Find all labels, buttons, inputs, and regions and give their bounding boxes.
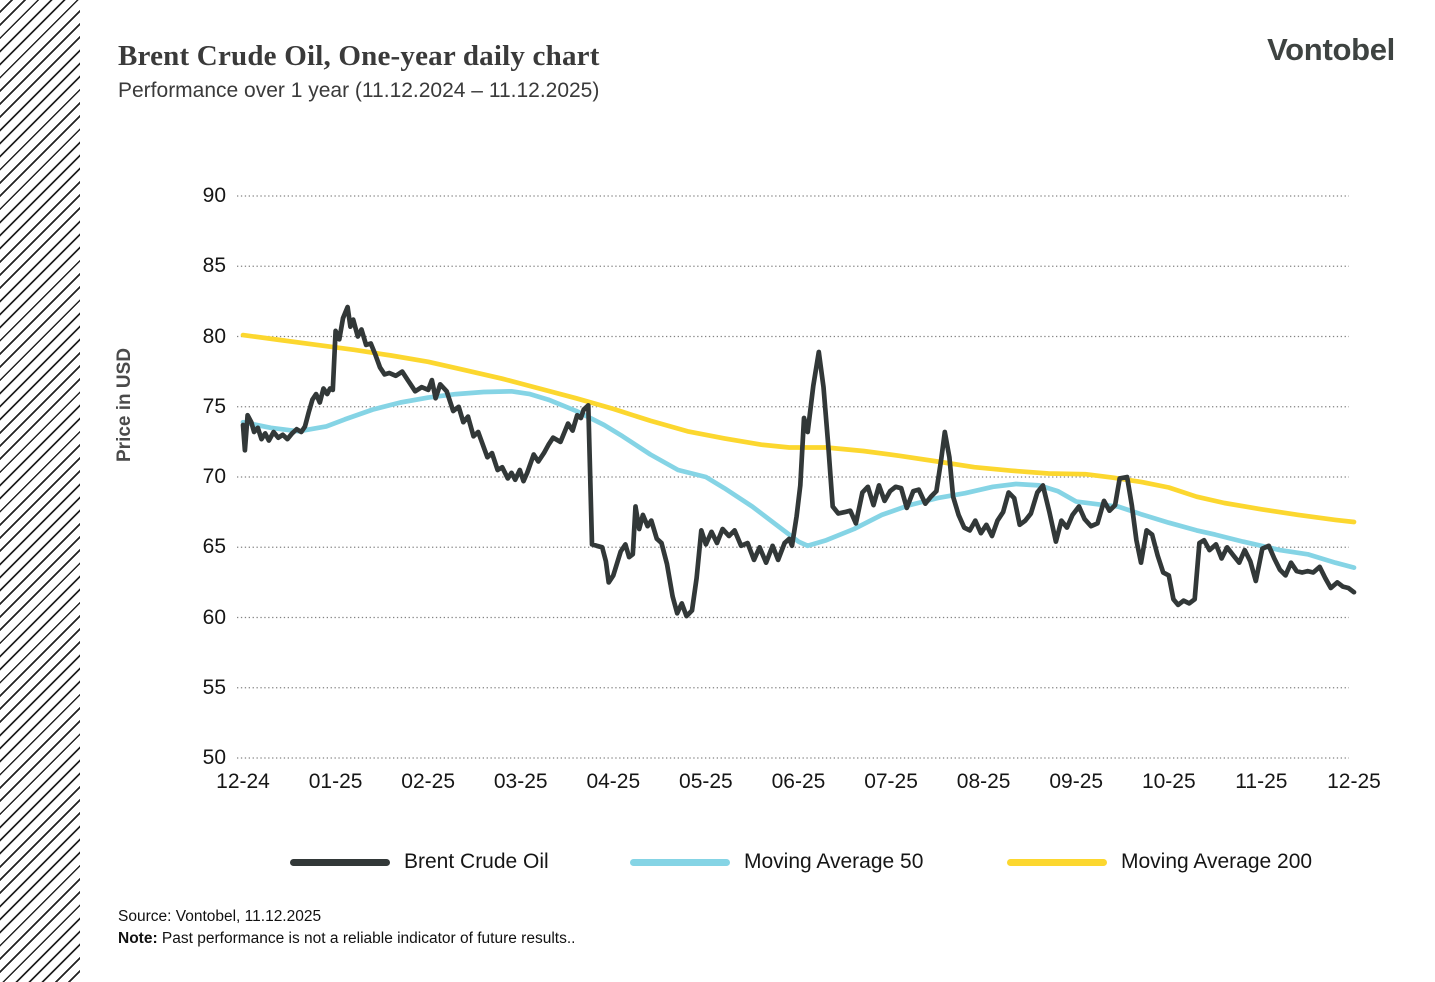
x-tick-03-25: 03-25 [493,770,548,793]
legend-item-moving-average-50: Moving Average 50 [630,849,923,875]
legend-swatch-brent-crude-oil [290,858,390,866]
vontobel-logo: Vontobel [1267,32,1395,67]
x-tick-01-25: 01-25 [308,770,363,793]
x-tick-12-24: 12-24 [216,770,270,793]
y-tick-50: 50 [202,746,226,769]
series-line-brent-crude-oil [240,304,1357,619]
legend-label: Moving Average 50 [744,850,924,873]
legend-swatch-moving-average-200 [1007,858,1107,866]
y-tick-55: 55 [202,675,226,699]
x-tick-05-25: 05-25 [679,770,733,793]
page-subtitle: Performance over 1 year (11.12.2024 – 11… [118,79,600,102]
x-tick-04-25: 04-25 [586,770,641,793]
legend-label: Brent Crude Oil [404,850,549,873]
legend-label: Moving Average 200 [1121,850,1313,873]
x-tick-02-25: 02-25 [401,770,456,793]
y-tick-90: 90 [202,184,226,207]
x-tick-11-25: 11-25 [1235,770,1288,793]
note-body: Past performance is not a reliable indic… [157,930,576,947]
legend-item-brent-crude-oil: Brent Crude Oil [290,849,549,875]
x-tick-08-25: 08-25 [956,770,1011,793]
plot-area [237,195,1357,759]
x-tick-06-25: 06-25 [771,770,826,793]
note-label: Note: [118,930,158,947]
y-tick-70: 70 [202,465,226,488]
note-text: Note: Past performance is not a reliable… [118,930,575,948]
x-tick-10-25: 10-25 [1141,770,1196,793]
source-text: Source: Vontobel, 11.12.2025 [118,908,322,925]
x-tick-09-25: 09-25 [1049,770,1104,793]
y-tick-75: 75 [202,394,226,418]
x-tick-12-25: 12-25 [1327,770,1381,793]
y-tick-65: 65 [202,535,226,559]
page-title: Brent Crude Oil, One-year daily chart [118,40,600,72]
legend-item-moving-average-200: Moving Average 200 [1007,849,1312,875]
legend-swatch-moving-average-50 [630,858,730,866]
y-tick-60: 60 [202,605,226,629]
decorative-hatch-band [0,0,80,982]
x-tick-07-25: 07-25 [864,770,918,793]
y-tick-85: 85 [202,254,226,278]
y-tick-80: 80 [202,324,226,348]
